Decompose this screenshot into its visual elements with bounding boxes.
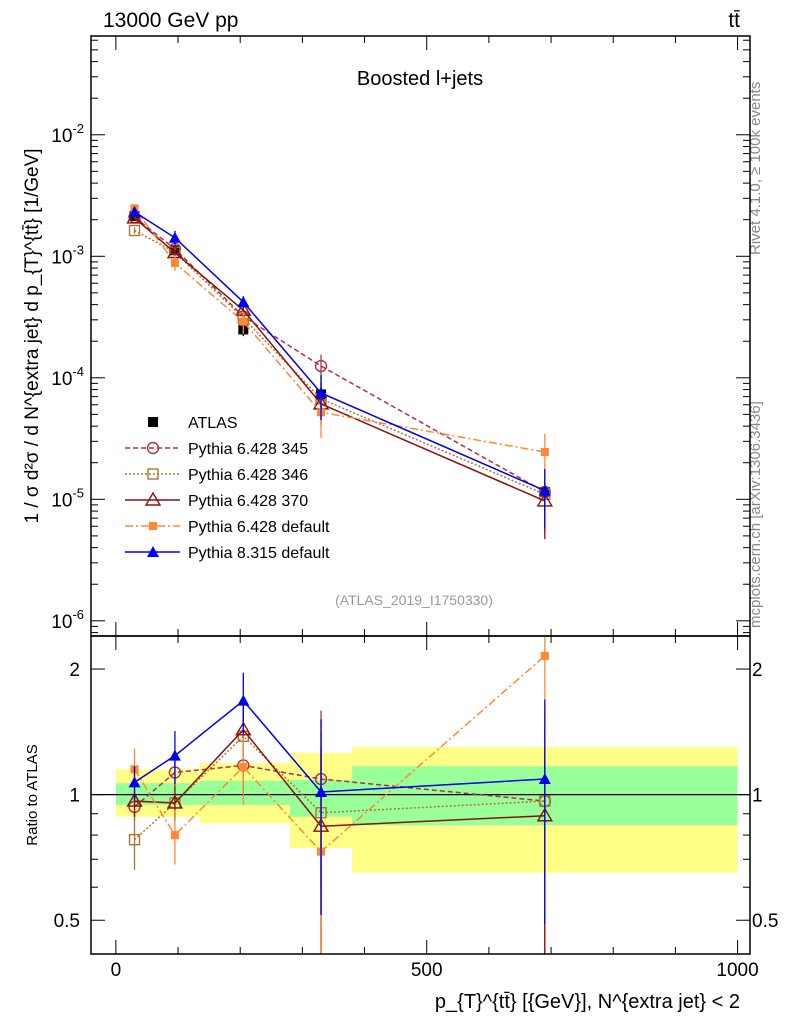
legend-label: Pythia 6.428 346 [188,467,308,484]
data-point [315,386,328,398]
legend-marker [147,546,159,557]
ratio-ylabel: Ratio to ATLAS [24,744,41,845]
y-tick-label: 1 [69,786,80,807]
y-tick-label-right: 0.5 [752,911,778,932]
series-line-3 [134,217,546,502]
data-point [314,359,328,373]
y-tick-label: 2 [69,660,80,681]
legend-item: Pythia 6.428 370 [125,491,308,510]
legend: ATLAS Pythia 6.428 345 Pythia 6.428 346 Pyt… [125,415,330,562]
legend-marker [146,441,160,455]
x-tick-label: 1000 [716,960,758,981]
data-point [128,224,141,237]
main-axis-ticks: 10-6 10-5 10-4 10-3 10-2 [51,36,750,636]
data-point [540,448,549,457]
legend-label: Pythia 6.428 345 [188,441,308,458]
legend-marker [147,468,159,480]
series-3 [126,209,554,540]
analysis-tag: (ATLAS_2019_I1750330) [335,592,493,608]
data-point [170,831,179,840]
y-tick-label-right: 2 [752,660,763,681]
legend-item: Pythia 6.428 345 [125,441,308,458]
mcplots-label: mcplots.cern.ch [arXiv:1306.3436] [747,401,764,628]
y-tick-label: 10-5 [51,485,84,511]
data-point [239,317,248,326]
main-ylabel: 1 / σ d²σ / d N^{extra jet} d p_{T}^{tt̄… [22,148,43,523]
data-point [538,484,551,496]
process-label: tt̄ [728,9,740,32]
y-tick-label: 10-6 [51,607,84,633]
main-title: Boosted l+jets [357,68,483,90]
data-point [237,694,250,706]
legend-label: Pythia 6.428 370 [188,493,308,510]
data-point [166,794,184,809]
ratio-data-marks [126,636,554,954]
y-tick-label: 10-2 [51,121,84,147]
legend-label: Pythia 8.315 default [188,545,330,562]
x-tick-label: 0 [111,960,122,981]
y-tick-label: 0.5 [54,911,80,932]
data-point [235,721,252,736]
ratio-panel: 0.5 0.5 1 1 2 2 0 500 1000 Ratio to ATLAS p_{T}^… [24,635,778,1013]
legend-item: Pythia 6.428 346 [125,467,308,484]
series-line-3 [133,655,546,853]
data-point [128,776,141,788]
legend-item: ATLAS [148,415,238,432]
stat-uncertainty-band [199,780,290,805]
y-tick-label: 10-4 [51,364,84,390]
legend-label: ATLAS [188,415,238,432]
legend-item: Pythia 8.315 default [125,545,330,562]
series-4 [128,672,551,924]
energy-label: 13000 GeV pp [103,9,238,32]
data-point [168,749,181,761]
data-point [315,785,328,797]
data-point [538,773,551,785]
data-point [237,296,250,308]
x-axis-label: p_{T}^{tt̄} [{GeV}], N^{extra jet} < 2 [435,991,740,1013]
data-point [168,231,181,243]
data-point [239,762,248,771]
data-point [126,792,143,807]
data-point [128,833,141,846]
data-point [170,259,179,268]
data-point [126,209,143,224]
data-point [128,205,141,217]
series-line-1 [134,735,545,841]
series-5 [128,205,551,529]
ratio-axis-ticks: 0.5 0.5 1 1 2 2 0 500 1000 [54,636,778,981]
uncertainty-bands [91,747,750,873]
data-point [540,651,549,660]
legend-marker [148,417,158,427]
x-tick-label: 500 [411,960,443,981]
series-4 [130,204,549,480]
main-data-marks [126,204,554,540]
legend-marker [149,522,157,530]
y-tick-label-right: 1 [752,786,763,807]
series-2 [128,224,551,536]
rivet-version-label: Rivet 4.1.0, ≥ 100k events [747,82,764,255]
legend-marker [144,491,162,506]
legend-label: Pythia 6.428 default [188,519,330,536]
main-panel: 10-6 10-5 10-4 10-3 10-2 Boosted l+jets (ATL… [22,35,751,637]
legend-item: Pythia 6.428 default [125,519,330,536]
y-tick-label: 10-3 [51,242,84,268]
